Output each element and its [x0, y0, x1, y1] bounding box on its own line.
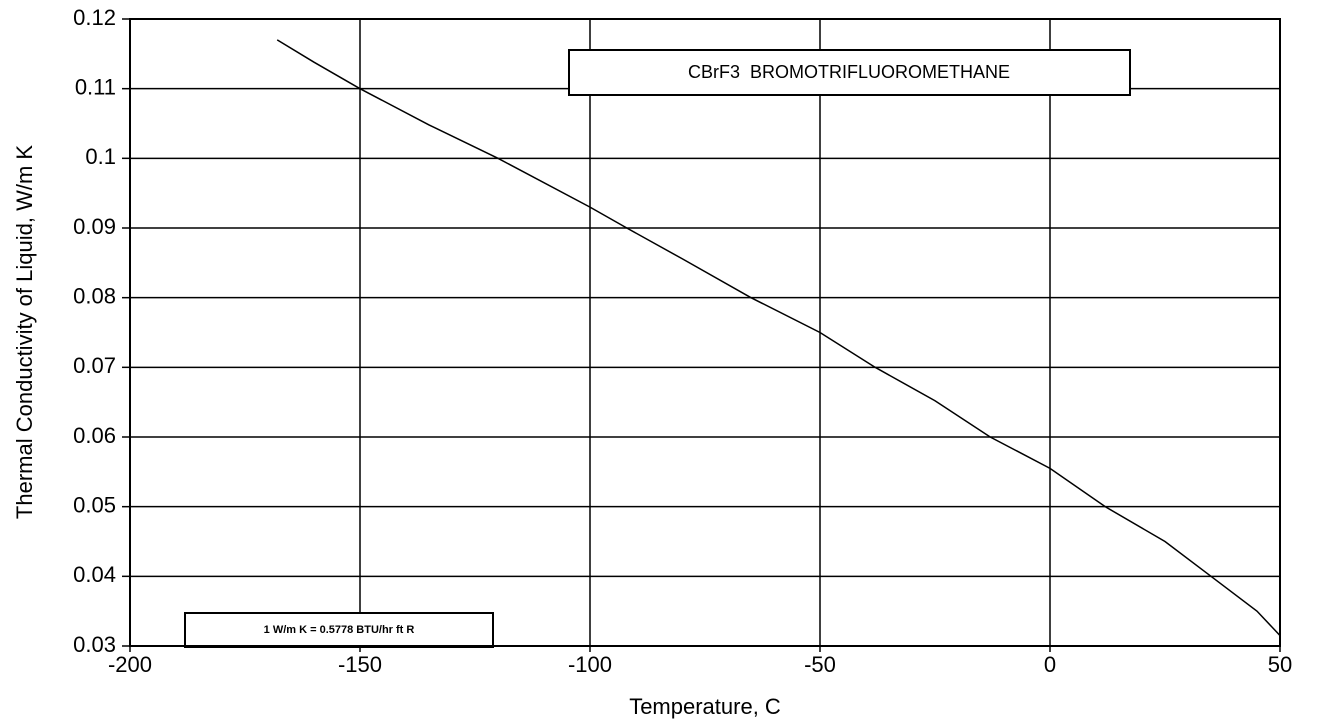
y-tick-label: 0.08 — [73, 283, 116, 308]
plot-frame — [129, 18, 1281, 647]
y-axis-label: Thermal Conductivity of Liquid, W/m K — [12, 145, 37, 519]
data-line — [276, 39, 1281, 637]
y-tick-label: 0.06 — [73, 423, 116, 448]
y-tick-label: 0.03 — [73, 632, 116, 657]
y-tick-label: 0.04 — [73, 562, 116, 587]
y-tick-label: 0.12 — [73, 5, 116, 30]
y-tick-label: 0.05 — [73, 492, 116, 517]
y-tick-label: 0.07 — [73, 353, 116, 378]
annotation: CBrF3 BROMOTRIFLUOROMETHANE — [688, 62, 1010, 82]
x-tick-label: -200 — [108, 652, 152, 677]
y-tick-label: 0.09 — [73, 214, 116, 239]
y-tick-label: 0.11 — [75, 74, 116, 99]
x-axis-label: Temperature, C — [629, 694, 781, 719]
y-tick-label: 0.1 — [85, 144, 116, 169]
x-tick-label: -100 — [568, 652, 612, 677]
annotation: 1 W/m K = 0.5778 BTU/hr ft R — [264, 624, 415, 636]
annotation-box — [568, 49, 1131, 96]
x-tick-label: -50 — [804, 652, 836, 677]
x-tick-label: 0 — [1044, 652, 1056, 677]
x-tick-label: -150 — [338, 652, 382, 677]
x-tick-label: 50 — [1268, 652, 1292, 677]
